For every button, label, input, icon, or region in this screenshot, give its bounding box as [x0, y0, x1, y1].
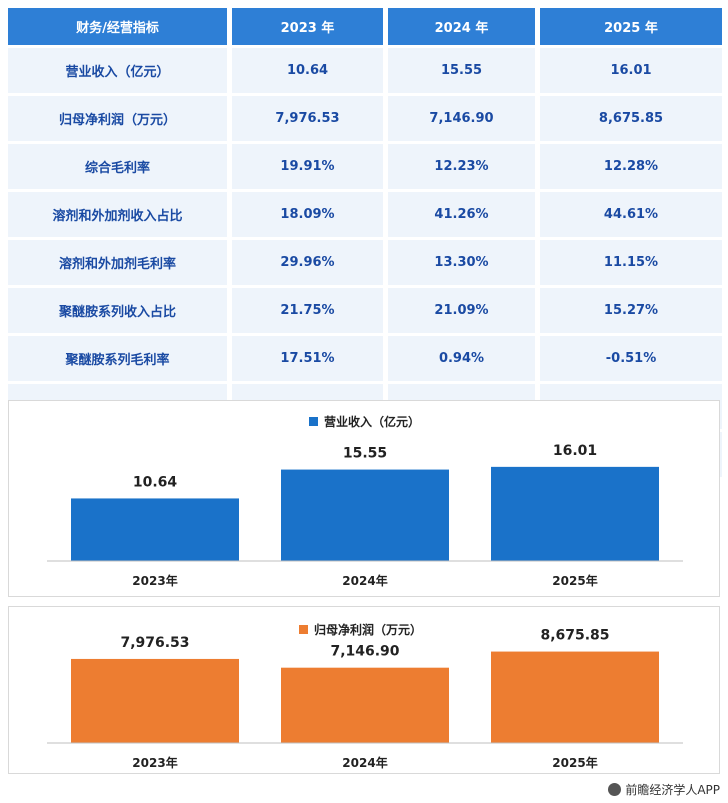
category-label: 2025年: [552, 573, 597, 588]
data-label: 10.64: [133, 474, 178, 490]
metric-value: 13.30%: [388, 240, 535, 285]
table-row: 归母净利润（万元） 7,976.53 7,146.90 8,675.85: [8, 96, 722, 141]
bar: [281, 667, 449, 743]
footer: 前瞻经济学人APP: [608, 781, 720, 798]
net-profit-bars: 7,976.53 2023年 7,146.90 2024年 8,675.85 2025年: [47, 628, 683, 770]
table-row: 营业收入（亿元） 10.64 15.55 16.01: [8, 48, 722, 93]
legend: 归母净利润（万元）: [299, 621, 422, 638]
legend-swatch: [299, 625, 308, 634]
footer-text: 前瞻经济学人APP: [625, 783, 720, 797]
bar: [71, 498, 239, 561]
metric-label: 归母净利润（万元）: [8, 96, 227, 141]
metric-value: 41.26%: [388, 192, 535, 237]
data-label: 7,976.53: [120, 635, 189, 651]
category-label: 2023年: [132, 755, 177, 770]
legend: 营业收入（亿元）: [309, 413, 420, 430]
data-label: 7,146.90: [330, 644, 399, 660]
metric-value: 7,146.90: [388, 96, 535, 141]
metric-value: 12.23%: [388, 144, 535, 189]
category-label: 2024年: [342, 755, 387, 770]
legend-swatch: [309, 417, 318, 426]
metric-value: 7,976.53: [232, 96, 383, 141]
metric-value: 18.09%: [232, 192, 383, 237]
metric-value: 44.61%: [540, 192, 722, 237]
table-row: 溶剂和外加剂收入占比 18.09% 41.26% 44.61%: [8, 192, 722, 237]
table-row: 溶剂和外加剂毛利率 29.96% 13.30% 11.15%: [8, 240, 722, 285]
header-cell: 2025 年: [540, 8, 722, 45]
metric-value: 15.55: [388, 48, 535, 93]
table-row: 聚醚胺系列毛利率 17.51% 0.94% -0.51%: [8, 336, 722, 381]
revenue-bars: 10.64 2023年 15.55 2024年 16.01 2025年: [47, 443, 683, 588]
metric-label: 综合毛利率: [8, 144, 227, 189]
category-label: 2025年: [552, 755, 597, 770]
table-header-row: 财务/经营指标 2023 年 2024 年 2025 年: [8, 8, 722, 45]
data-label: 16.01: [553, 443, 597, 459]
bar: [71, 658, 239, 743]
metric-value: 15.27%: [540, 288, 722, 333]
header-cell: 财务/经营指标: [8, 8, 227, 45]
metric-label: 聚醚胺系列毛利率: [8, 336, 227, 381]
metric-value: -0.51%: [540, 336, 722, 381]
app-logo-icon: [608, 783, 622, 796]
table-row: 聚醚胺系列收入占比 21.75% 21.09% 15.27%: [8, 288, 722, 333]
metric-value: 10.64: [232, 48, 383, 93]
revenue-chart: 营业收入（亿元） 10.64 2023年 15.55 2024年 16.01 2025年: [8, 400, 720, 597]
net-profit-chart: 归母净利润（万元） 7,976.53 2023年 7,146.90 2024年 8,67…: [8, 606, 720, 774]
legend-label: 归母净利润（万元）: [314, 623, 423, 637]
header-cell: 2024 年: [388, 8, 535, 45]
metric-label: 聚醚胺系列收入占比: [8, 288, 227, 333]
metric-value: 29.96%: [232, 240, 383, 285]
metric-value: 16.01: [540, 48, 722, 93]
metric-value: 12.28%: [540, 144, 722, 189]
bar: [491, 466, 659, 561]
category-label: 2024年: [342, 573, 387, 588]
metric-value: 11.15%: [540, 240, 722, 285]
metric-value: 8,675.85: [540, 96, 722, 141]
metric-label: 营业收入（亿元）: [8, 48, 227, 93]
metric-value: 0.94%: [388, 336, 535, 381]
data-label: 15.55: [343, 446, 387, 462]
bar: [281, 469, 449, 561]
data-label: 8,675.85: [540, 628, 609, 644]
metric-value: 21.09%: [388, 288, 535, 333]
metric-value: 19.91%: [232, 144, 383, 189]
metric-label: 溶剂和外加剂收入占比: [8, 192, 227, 237]
legend-label: 营业收入（亿元）: [324, 415, 421, 429]
header-cell: 2023 年: [232, 8, 383, 45]
metric-value: 21.75%: [232, 288, 383, 333]
category-label: 2023年: [132, 573, 177, 588]
bar: [491, 651, 659, 743]
metric-value: 17.51%: [232, 336, 383, 381]
metric-label: 溶剂和外加剂毛利率: [8, 240, 227, 285]
table-row: 综合毛利率 19.91% 12.23% 12.28%: [8, 144, 722, 189]
